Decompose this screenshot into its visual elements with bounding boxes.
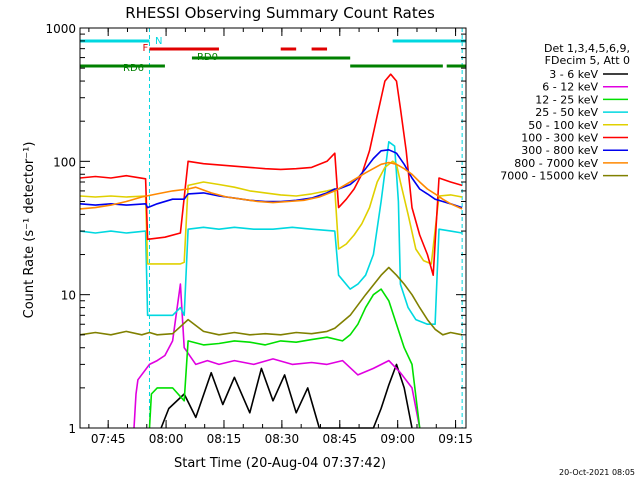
flag-bars: NF RD0 RD6 <box>80 36 466 74</box>
x-axis-label: Start Time (20-Aug-04 07:37:42) <box>174 456 386 471</box>
series-line-7 <box>79 161 463 210</box>
series-line-6 <box>79 149 463 209</box>
x-tick-label-0: 07:45 <box>91 432 126 446</box>
footer-date: 20-Oct-2021 08:05 <box>559 468 635 477</box>
series-line-1 <box>133 283 421 429</box>
flag-label-3: RD6 <box>123 63 144 74</box>
x-tick-label-1: 08:00 <box>149 432 184 446</box>
x-tick-label-4: 08:45 <box>322 432 357 446</box>
flag-label-0: N <box>155 36 162 47</box>
x-tick-label-2: 08:15 <box>207 432 242 446</box>
legend-label-8: 7000 - 15000 keV <box>500 170 598 183</box>
series-line-2 <box>148 288 421 429</box>
flag-label-2: RD0 <box>197 52 218 63</box>
axes: 07:45 08:00 08:15 08:30 08:45 09:00 09:15 1 10 10… <box>45 22 472 446</box>
legend-label-5: 100 - 300 keV <box>521 132 598 145</box>
y-tick-label-0: 1 <box>68 422 76 436</box>
series-line-0 <box>160 363 413 429</box>
x-tick-label-6: 09:15 <box>438 432 473 446</box>
y-axis-label: Count Rate (s⁻¹ detector⁻¹) <box>22 142 37 319</box>
y-tick-label-1: 10 <box>61 289 76 303</box>
plot-frame <box>79 27 467 429</box>
y-tick-label-3: 1000 <box>45 22 76 36</box>
legend-label-4: 50 - 100 keV <box>528 119 598 132</box>
series-line-3 <box>79 141 463 326</box>
series-line-4 <box>79 160 463 265</box>
legend-label-1: 6 - 12 keV <box>542 81 598 94</box>
y-tick-label-2: 100 <box>53 155 76 169</box>
x-tick-label-3: 08:30 <box>265 432 300 446</box>
legend-label-0: 3 - 6 keV <box>549 68 598 81</box>
chart-title: RHESSI Observing Summary Count Rates <box>125 4 435 22</box>
series-line-8 <box>79 266 463 336</box>
legend-label-3: 25 - 50 keV <box>535 106 598 119</box>
x-tick-label-5: 09:00 <box>380 432 415 446</box>
legend-label-7: 800 - 7000 keV <box>514 157 598 170</box>
plot-area <box>79 28 463 429</box>
legend-label-2: 12 - 25 keV <box>535 93 598 106</box>
legend-header-line-1: Det 1,3,4,5,6,9, <box>544 42 630 55</box>
flag-label-1: F <box>142 43 148 54</box>
legend-label-6: 300 - 800 keV <box>521 144 598 157</box>
series-line-5 <box>79 73 463 277</box>
legend-header-line-2: FDecim 5, Att 0 <box>545 54 630 67</box>
